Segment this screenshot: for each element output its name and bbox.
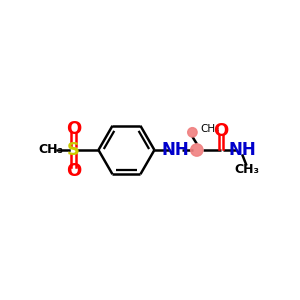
Text: CH₃: CH₃	[234, 163, 259, 176]
Text: CH₃: CH₃	[38, 143, 63, 157]
Text: NH: NH	[228, 141, 256, 159]
Text: NH: NH	[162, 141, 190, 159]
Text: O: O	[66, 162, 81, 180]
Circle shape	[188, 128, 197, 137]
Text: O: O	[66, 120, 81, 138]
Text: O: O	[213, 122, 229, 140]
Text: CH₃: CH₃	[201, 124, 220, 134]
Circle shape	[190, 144, 203, 156]
Text: S: S	[67, 141, 80, 159]
